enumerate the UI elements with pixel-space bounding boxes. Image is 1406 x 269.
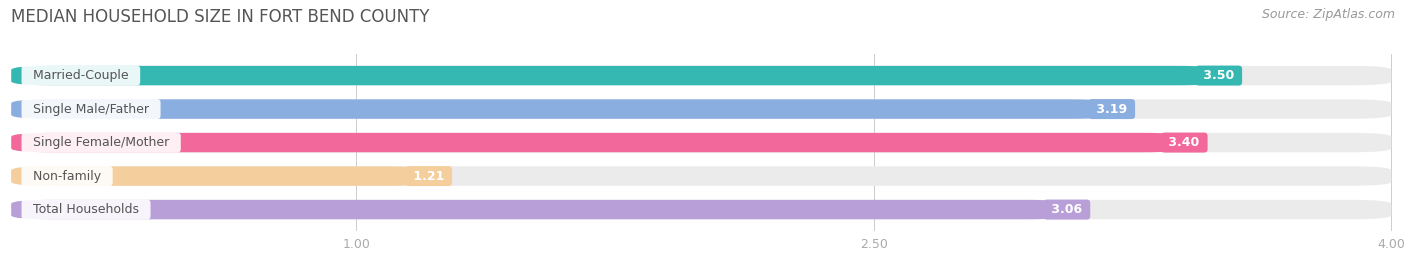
FancyBboxPatch shape: [11, 133, 1184, 152]
FancyBboxPatch shape: [11, 200, 1067, 219]
Text: 3.50: 3.50: [1199, 69, 1239, 82]
FancyBboxPatch shape: [11, 200, 1392, 219]
Text: Source: ZipAtlas.com: Source: ZipAtlas.com: [1261, 8, 1395, 21]
FancyBboxPatch shape: [11, 99, 1392, 119]
FancyBboxPatch shape: [11, 133, 1392, 152]
Text: 3.19: 3.19: [1092, 102, 1132, 116]
Text: Single Female/Mother: Single Female/Mother: [25, 136, 177, 149]
Text: MEDIAN HOUSEHOLD SIZE IN FORT BEND COUNTY: MEDIAN HOUSEHOLD SIZE IN FORT BEND COUNT…: [11, 8, 430, 26]
Text: Married-Couple: Married-Couple: [25, 69, 136, 82]
FancyBboxPatch shape: [11, 66, 1219, 85]
Text: Non-family: Non-family: [25, 169, 110, 183]
FancyBboxPatch shape: [11, 66, 1392, 85]
FancyBboxPatch shape: [11, 166, 429, 186]
Text: 1.21: 1.21: [409, 169, 449, 183]
Text: 3.40: 3.40: [1164, 136, 1204, 149]
Text: Single Male/Father: Single Male/Father: [25, 102, 157, 116]
FancyBboxPatch shape: [11, 166, 1392, 186]
FancyBboxPatch shape: [11, 99, 1112, 119]
Text: Total Households: Total Households: [25, 203, 148, 216]
Text: 3.06: 3.06: [1047, 203, 1087, 216]
